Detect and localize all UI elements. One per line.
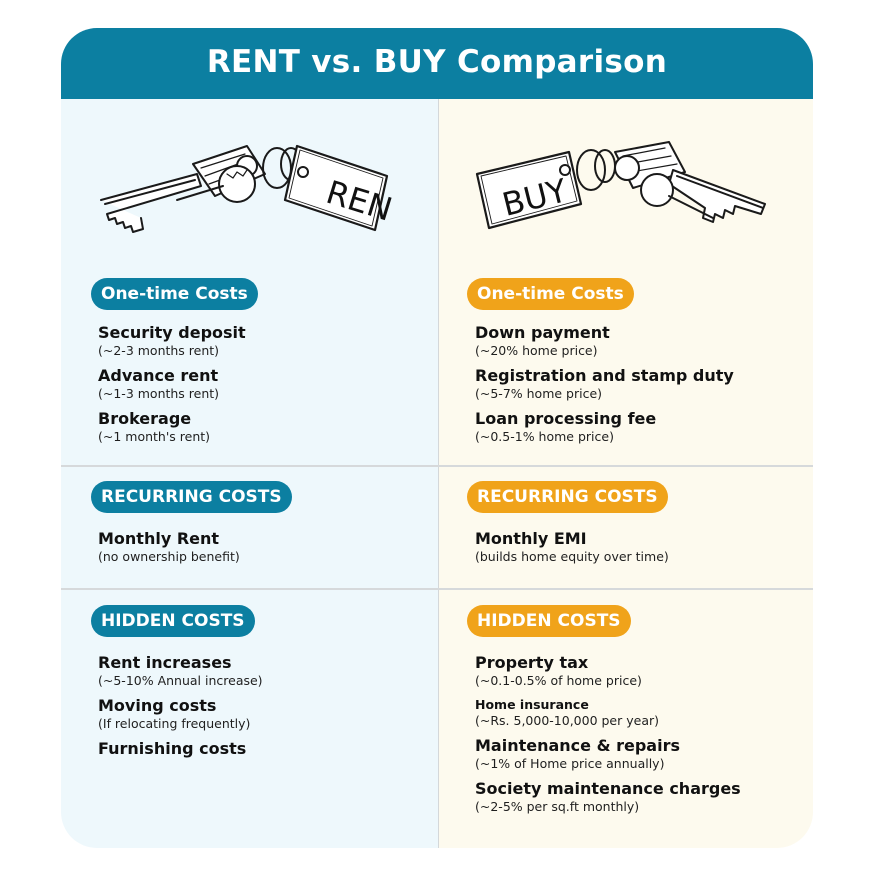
list-item-title: Registration and stamp duty xyxy=(475,366,734,385)
list-item-title: Monthly Rent xyxy=(98,529,220,548)
list-item-note: (If relocating frequently) xyxy=(98,716,251,731)
list-item-note: (~Rs. 5,000-10,000 per year) xyxy=(475,713,660,728)
list-item-title: Advance rent xyxy=(98,366,219,385)
list-item-note: (~1-3 months rent) xyxy=(98,386,220,401)
list-item-note: (builds home equity over time) xyxy=(475,549,669,564)
buy-recurring-list: Monthly EMI (builds home equity over tim… xyxy=(475,529,669,572)
list-item-note: (~1% of Home price annually) xyxy=(475,756,665,771)
list-item-title: Moving costs xyxy=(98,696,217,715)
list-item-note: (~20% home price) xyxy=(475,343,598,358)
rent-hidden-heading: HIDDEN COSTS xyxy=(91,605,255,637)
buy-recurring-heading: RECURRING COSTS xyxy=(467,481,668,513)
list-item-note: (~2-3 months rent) xyxy=(98,343,220,358)
rent-keys-icon: RENT xyxy=(100,144,393,235)
page-title: RENT vs. BUY Comparison xyxy=(61,28,813,99)
rent-recurring-list: Monthly Rent (no ownership benefit) xyxy=(98,529,240,572)
buy-keys-icon: BUY xyxy=(475,141,766,230)
list-item-note: (no ownership benefit) xyxy=(98,549,240,564)
buy-one-time-list: Down payment (~20% home price) Registrat… xyxy=(475,323,734,452)
list-item-title: Furnishing costs xyxy=(98,739,247,758)
list-item-title: Monthly EMI xyxy=(475,529,587,548)
list-item-title: Security deposit xyxy=(98,323,246,342)
list-item-title: Property tax xyxy=(475,653,589,672)
list-item-title: Brokerage xyxy=(98,409,192,428)
buy-hidden-list: Property tax (~0.1-0.5% of home price) H… xyxy=(475,653,741,822)
rent-one-time-list: Security deposit (~2-3 months rent) Adva… xyxy=(98,323,246,452)
list-item-title: Down payment xyxy=(475,323,610,342)
list-item-title: Loan processing fee xyxy=(475,409,657,428)
list-item-title: Maintenance & repairs xyxy=(475,736,680,755)
list-item-note: (~5-10% Annual increase) xyxy=(98,673,263,688)
rent-recurring-heading: RECURRING COSTS xyxy=(91,481,292,513)
rent-one-time-heading: One-time Costs xyxy=(91,278,258,310)
list-item-note: (~5-7% home price) xyxy=(475,386,603,401)
list-item-title: Society maintenance charges xyxy=(475,779,741,798)
rent-hidden-list: Rent increases (~5-10% Annual increase) … xyxy=(98,653,263,759)
list-item-note: (~0.5-1% home price) xyxy=(475,429,614,444)
list-item-title: Rent increases xyxy=(98,653,232,672)
list-item-note: (~1 month's rent) xyxy=(98,429,211,444)
buy-hidden-heading: HIDDEN COSTS xyxy=(467,605,631,637)
buy-one-time-heading: One-time Costs xyxy=(467,278,634,310)
list-item-note: (~2-5% per sq.ft monthly) xyxy=(475,799,640,814)
section-divider-2 xyxy=(61,588,813,590)
list-item-note: (~0.1-0.5% of home price) xyxy=(475,673,642,688)
list-item-title: Home insurance xyxy=(475,697,589,712)
comparison-card: RENT vs. BUY Comparison RENT xyxy=(61,28,813,848)
section-divider-1 xyxy=(61,465,813,467)
column-divider xyxy=(438,99,439,848)
